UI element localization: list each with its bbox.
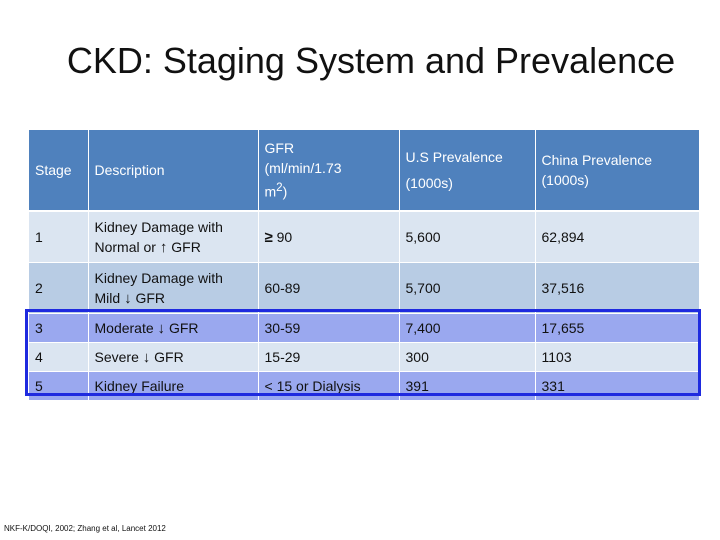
cell-gfr: 30-59 — [258, 313, 400, 343]
cell-us: 5,700 — [399, 262, 536, 314]
cell-description: Moderate ↓ GFR — [88, 313, 259, 343]
cell-china: 17,655 — [535, 313, 699, 343]
header-gfr-line1: GFR — [264, 140, 295, 157]
desc-tail: GFR — [135, 289, 166, 306]
cell-gfr: ≥ 90 — [258, 211, 400, 263]
up-arrow-icon: ↑ — [159, 238, 168, 256]
desc-tail: GFR — [154, 348, 184, 365]
desc-text: Severe — [94, 348, 139, 365]
header-us-line1: U.S Prevalence — [405, 149, 503, 165]
header-description: Description — [88, 130, 259, 212]
greater-equal-icon: ≥ — [264, 228, 273, 246]
cell-gfr: 60-89 — [258, 262, 400, 314]
header-gfr-superscript: 2 — [276, 181, 283, 195]
header-gfr-line2: (ml/min/1.73 — [264, 160, 342, 177]
desc-line1: Kidney Damage with — [94, 218, 223, 235]
desc-tail: GFR — [168, 319, 199, 336]
cell-description: Severe ↓ GFR — [88, 342, 259, 372]
cell-stage: 1 — [29, 211, 89, 263]
slide-title: CKD: Staging System and Prevalence — [66, 40, 676, 81]
cell-us: 300 — [399, 342, 536, 372]
cell-stage: 2 — [29, 262, 89, 314]
header-stage: Stage — [29, 130, 89, 212]
header-china-prevalence: China Prevalence (1000s) — [535, 130, 699, 212]
cell-description: Kidney Damage with Mild ↓ GFR — [88, 262, 259, 314]
desc-text: Mild — [94, 289, 121, 306]
header-gfr-unit: m — [264, 183, 277, 200]
header-gfr-line3: m2) — [265, 178, 393, 202]
cell-china: 62,894 — [535, 211, 699, 263]
table-row-stage-1: 1 Kidney Damage with Normal or ↑ GFR ≥ 9… — [29, 211, 699, 263]
header-china-line1: China Prevalence — [541, 152, 653, 168]
cell-description: Kidney Damage with Normal or ↑ GFR — [88, 211, 259, 263]
cell-description: Kidney Failure — [88, 371, 259, 401]
desc-text: Moderate — [94, 319, 154, 336]
table-header-row: Stage Description GFR (ml/min/1.73 m2) U… — [29, 130, 699, 212]
header-gfr: GFR (ml/min/1.73 m2) — [258, 130, 400, 212]
cell-china: 331 — [535, 371, 699, 401]
gfr-value: 90 — [276, 228, 293, 245]
down-arrow-icon: ↓ — [142, 348, 151, 366]
header-us-prevalence: U.S Prevalence (1000s) — [399, 130, 536, 212]
cell-us: 7,400 — [399, 313, 536, 343]
cell-stage: 4 — [29, 342, 89, 372]
cell-gfr: < 15 or Dialysis — [258, 371, 400, 401]
cell-stage: 5 — [29, 371, 89, 401]
desc-line2: Normal or ↑ GFR — [95, 237, 252, 258]
cell-gfr: 15-29 — [258, 342, 400, 372]
table-row-stage-5: 5 Kidney Failure < 15 or Dialysis 391 33… — [29, 371, 699, 401]
table-row-stage-4: 4 Severe ↓ GFR 15-29 300 1103 — [29, 342, 699, 372]
cell-us: 5,600 — [399, 211, 536, 263]
header-china-line2: (1000s) — [541, 172, 589, 188]
cell-us: 391 — [399, 371, 536, 401]
desc-line1: Kidney Damage with — [94, 269, 223, 286]
footnote-citation: NKF-K/DOQI, 2002; Zhang et al, Lancet 20… — [4, 524, 166, 533]
cell-stage: 3 — [29, 313, 89, 343]
desc-tail: GFR — [171, 238, 201, 255]
down-arrow-icon: ↓ — [124, 289, 132, 307]
cell-china: 37,516 — [535, 262, 699, 314]
cell-china: 1103 — [535, 342, 699, 372]
desc-line2: Mild ↓ GFR — [95, 288, 252, 309]
ckd-staging-table: Stage Description GFR (ml/min/1.73 m2) U… — [29, 130, 699, 401]
table-row-stage-3: 3 Moderate ↓ GFR 30-59 7,400 17,655 — [29, 313, 699, 343]
down-arrow-icon: ↓ — [157, 319, 166, 337]
header-gfr-close: ) — [282, 183, 288, 200]
table-row-stage-2: 2 Kidney Damage with Mild ↓ GFR 60-89 5,… — [29, 262, 699, 314]
header-us-line2: (1000s) — [405, 175, 453, 191]
desc-text: Normal or — [94, 238, 156, 255]
